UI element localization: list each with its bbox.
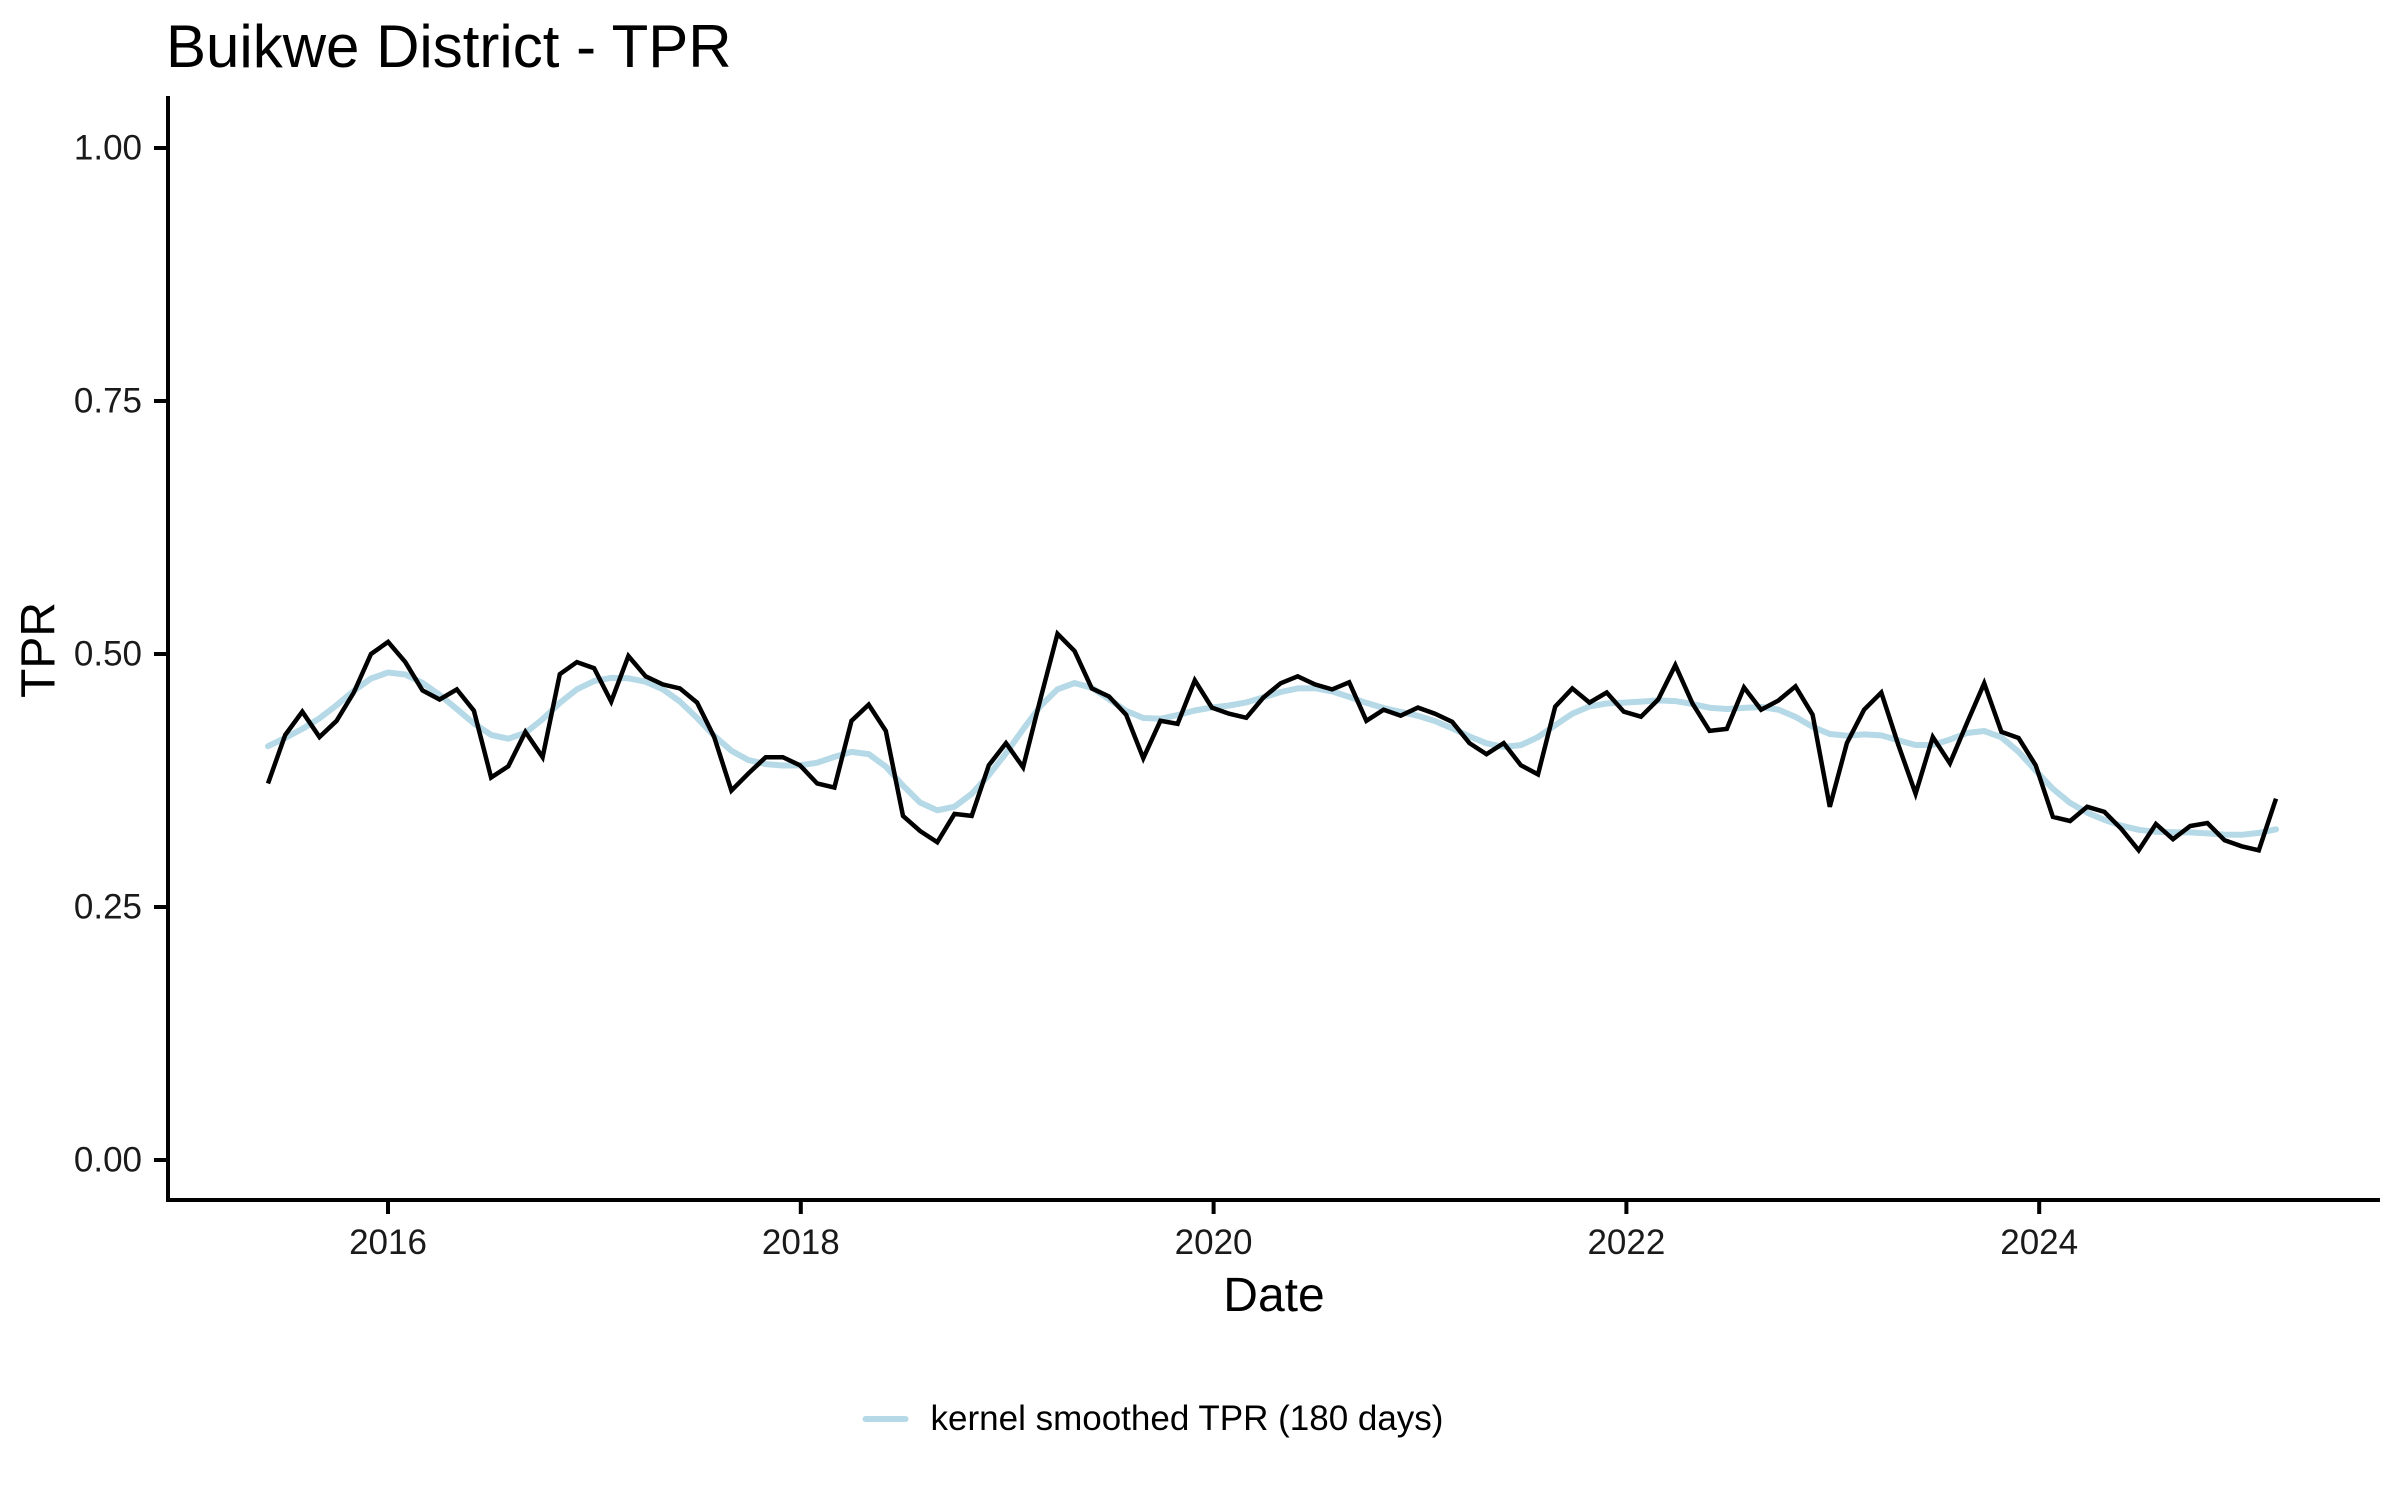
- x-tick-label: 2024: [2000, 1223, 2078, 1262]
- y-tick-label: 0.25: [74, 888, 142, 927]
- legend-label: kernel smoothed TPR (180 days): [930, 1399, 1444, 1438]
- y-tick-label: 0.75: [74, 382, 142, 421]
- x-tick-label: 2022: [1587, 1223, 1665, 1262]
- x-axis-title: Date: [1223, 1269, 1325, 1322]
- smoothed-tpr-line: [265, 669, 2279, 838]
- y-tick-label: 1.00: [74, 129, 142, 168]
- raw-tpr-line: [265, 629, 2279, 855]
- y-tick-label: 0.00: [74, 1141, 142, 1180]
- legend: kernel smoothed TPR (180 days): [862, 1399, 1444, 1439]
- y-tick-label: 0.50: [74, 635, 142, 674]
- x-tick-label: 2016: [349, 1223, 427, 1262]
- legend-line-swatch: [862, 1416, 909, 1422]
- x-tick-label: 2018: [762, 1223, 840, 1262]
- x-tick-label: 2020: [1175, 1223, 1253, 1262]
- chart-title: Buikwe District - TPR: [166, 13, 732, 80]
